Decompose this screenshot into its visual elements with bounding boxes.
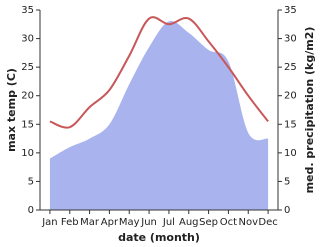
x-tick-label: Nov xyxy=(238,217,258,228)
y-tick-label: 10 xyxy=(21,148,34,159)
x-tick-label: Apr xyxy=(101,217,119,228)
x-tick-label: Feb xyxy=(61,217,79,228)
y2-tick-label: 30 xyxy=(284,34,297,45)
x-tick-label: May xyxy=(119,217,140,228)
y-tick-label: 5 xyxy=(28,176,34,187)
y2-tick-label: 15 xyxy=(284,119,297,130)
x-tick-label: Jan xyxy=(41,217,57,228)
y-tick-label: 20 xyxy=(21,91,34,102)
y-tick-label: 15 xyxy=(21,119,34,130)
y-tick-label: 25 xyxy=(21,62,34,73)
y-tick-label: 35 xyxy=(21,5,34,16)
y2-tick-label: 5 xyxy=(284,176,290,187)
x-tick-label: Sep xyxy=(199,217,218,228)
y-tick-label: 0 xyxy=(28,205,34,216)
x-tick-label: Oct xyxy=(220,217,237,228)
precipitation-area xyxy=(49,21,269,211)
y2-tick-label: 0 xyxy=(284,205,290,216)
y2-tick-label: 10 xyxy=(284,148,297,159)
x-tick-label: Dec xyxy=(258,217,277,228)
temperature-line xyxy=(49,16,269,129)
y2-axis-title: med. precipitation (kg/m2) xyxy=(303,27,316,194)
y2-tick-label: 25 xyxy=(284,62,297,73)
x-tick-label: Aug xyxy=(179,217,199,228)
x-tick-label: Jul xyxy=(162,217,175,228)
y-axis-title: max temp (C) xyxy=(5,68,18,152)
y2-tick-label: 35 xyxy=(284,5,297,16)
y2-tick-label: 20 xyxy=(284,91,297,102)
y-tick-label: 30 xyxy=(21,34,34,45)
x-tick-label: Jun xyxy=(140,217,157,228)
x-axis-title: date (month) xyxy=(118,231,200,244)
x-tick-label: Mar xyxy=(80,217,100,228)
